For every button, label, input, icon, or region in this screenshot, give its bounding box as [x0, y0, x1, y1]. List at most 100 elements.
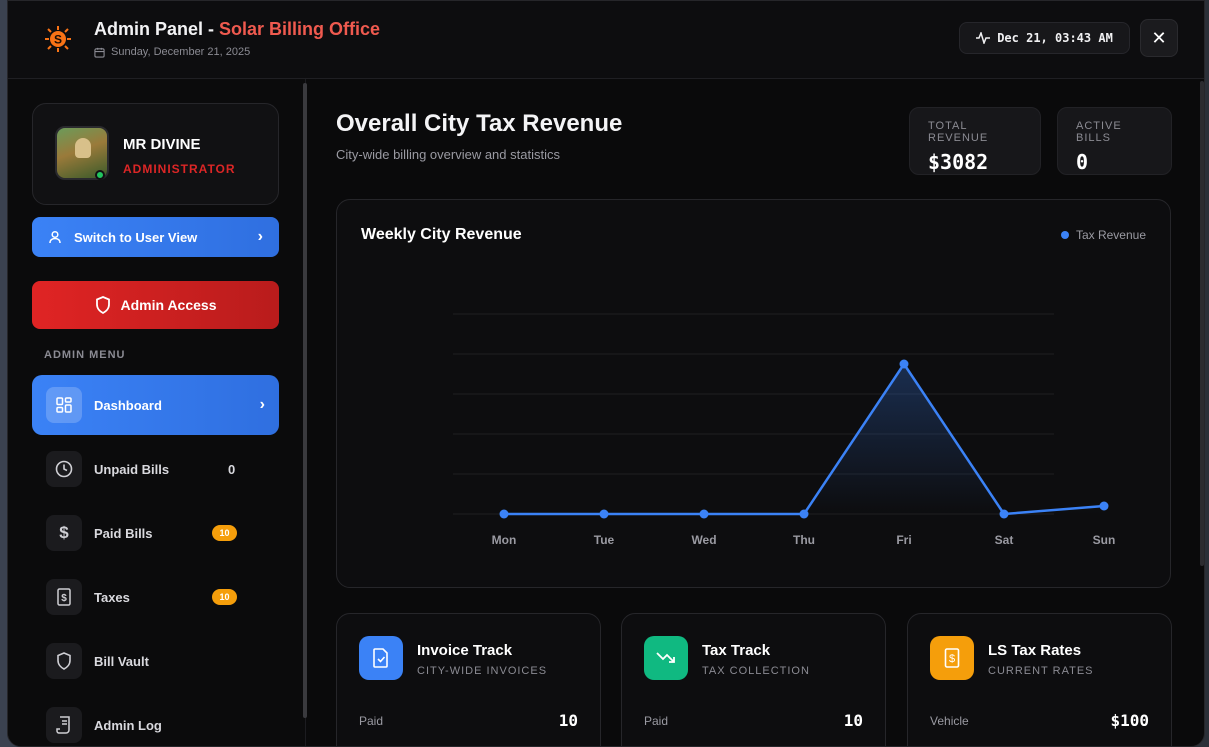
sidebar-item-unpaid-bills[interactable]: Unpaid Bills 0: [32, 439, 279, 499]
profile-role: ADMINISTRATOR: [123, 162, 236, 176]
card-subtitle: CITY-WIDE INVOICES: [417, 665, 548, 677]
dollar-icon: $: [46, 515, 82, 551]
profile-name: MR DIVINE: [123, 136, 201, 153]
legend-label: Tax Revenue: [1075, 228, 1146, 242]
switch-to-user-view-button[interactable]: Switch to User View ›: [32, 217, 279, 257]
sidebar-item-label: Bill Vault: [94, 653, 149, 669]
data-point-tue: [599, 509, 609, 519]
admin-window: S Admin Panel - Solar Billing Office Sun…: [7, 0, 1205, 747]
card-row-value: 10: [558, 711, 578, 730]
data-point-wed: [699, 509, 709, 519]
sidebar-scrollbar[interactable]: [303, 83, 307, 718]
unpaid-count: 0: [228, 461, 236, 477]
svg-text:S: S: [54, 33, 62, 47]
title-main: Admin Panel -: [94, 19, 220, 39]
card-row-value: $100: [1110, 711, 1149, 730]
stat-label: ACTIVE BILLS: [1076, 120, 1122, 144]
receipt-icon: $: [46, 579, 82, 615]
card-row-value: 10: [843, 711, 863, 730]
menu-heading: ADMIN MENU: [44, 349, 126, 361]
data-point-fri: [899, 359, 909, 369]
admin-access-button[interactable]: Admin Access: [32, 281, 279, 329]
total-revenue-stat: TOTAL REVENUE $3082: [909, 107, 1041, 175]
x-tick-label: Mon: [492, 533, 517, 547]
sidebar-item-bill-vault[interactable]: Bill Vault: [32, 631, 279, 691]
card-row-label: Paid: [644, 714, 669, 728]
clock-text: Dec 21, 03:43 AM: [997, 31, 1113, 45]
invoice-track-card: Invoice Track CITY-WIDE INVOICES Paid 10: [336, 613, 601, 746]
sidebar-item-label: Unpaid Bills: [94, 461, 170, 477]
taxes-badge: 10: [212, 589, 237, 605]
avatar: [55, 126, 109, 180]
online-status-dot: [95, 170, 105, 180]
x-tick-label: Sun: [1093, 533, 1116, 547]
trend-down-icon: [644, 636, 688, 680]
shield-icon: [46, 643, 82, 679]
active-bills-stat: ACTIVE BILLS 0: [1057, 107, 1172, 175]
calendar-icon: [94, 47, 105, 58]
page-subtitle: City-wide billing overview and statistic…: [336, 147, 560, 162]
card-row-label: Vehicle: [930, 714, 969, 728]
activity-icon: [976, 32, 991, 44]
svg-text:$: $: [61, 593, 67, 604]
chart-legend: Tax Revenue: [1060, 228, 1146, 242]
x-tick-label: Wed: [691, 533, 716, 547]
grid-icon: [46, 387, 82, 423]
series-line: [504, 362, 1105, 516]
page-title: Overall City Tax Revenue: [336, 110, 623, 137]
stat-value: 0: [1076, 150, 1089, 174]
card-title: Invoice Track: [417, 642, 513, 659]
tax-track-card: Tax Track TAX COLLECTION Paid 10: [621, 613, 886, 746]
x-tick-label: Thu: [793, 533, 815, 547]
chevron-right-icon: ›: [257, 228, 263, 245]
x-tick-label: Tue: [594, 533, 615, 547]
scroll-icon: [46, 707, 82, 743]
close-button[interactable]: ✕: [1140, 19, 1178, 57]
header-date: Sunday, December 21, 2025: [94, 46, 250, 58]
sidebar-item-paid-bills[interactable]: $ Paid Bills 10: [32, 503, 279, 563]
admin-label: Admin Access: [120, 297, 217, 313]
card-subtitle: CURRENT RATES: [988, 665, 1094, 677]
stat-label: TOTAL REVENUE: [928, 120, 989, 144]
data-point-mon: [499, 509, 509, 519]
main-scrollbar[interactable]: [1200, 81, 1204, 566]
sidebar-item-label: Dashboard: [94, 397, 162, 413]
profile-card: MR DIVINE ADMINISTRATOR: [32, 103, 279, 205]
card-subtitle: TAX COLLECTION: [702, 665, 810, 677]
sidebar-item-label: Taxes: [94, 589, 130, 605]
card-title: Tax Track: [702, 642, 771, 659]
clock-badge: Dec 21, 03:43 AM: [959, 22, 1130, 54]
sidebar: MR DIVINE ADMINISTRATOR Switch to User V…: [8, 79, 306, 746]
chevron-right-icon: ›: [259, 396, 265, 413]
close-icon: ✕: [1151, 27, 1167, 48]
ls-tax-rates-card: $ LS Tax Rates CURRENT RATES Vehicle $10…: [907, 613, 1172, 746]
svg-text:$: $: [949, 653, 955, 665]
sidebar-item-admin-log[interactable]: Admin Log: [32, 695, 279, 746]
shield-icon: [95, 296, 110, 314]
invoice-check-icon: [359, 636, 403, 680]
weekly-revenue-chart-card: Weekly City Revenue Tax Revenue Mon Tue We…: [336, 199, 1171, 588]
line-chart: Mon Tue Wed Thu Fri Sat Sun: [453, 313, 1116, 547]
paid-bills-badge: 10: [212, 525, 237, 541]
sidebar-item-taxes[interactable]: $ Taxes 10: [32, 567, 279, 627]
switch-label: Switch to User View: [74, 229, 198, 245]
data-point-sun: [1099, 501, 1109, 511]
data-point-sat: [999, 509, 1009, 519]
header: S Admin Panel - Solar Billing Office Sun…: [8, 1, 1204, 79]
card-title: LS Tax Rates: [988, 642, 1082, 659]
user-icon: [49, 230, 61, 244]
x-tick-label: Fri: [896, 533, 911, 547]
x-tick-label: Sat: [995, 533, 1014, 547]
sidebar-item-dashboard[interactable]: Dashboard ›: [32, 375, 279, 435]
card-row-label: Paid: [359, 714, 384, 728]
data-point-thu: [799, 509, 809, 519]
series-area: [504, 364, 1104, 514]
chart-title: Weekly City Revenue: [361, 226, 522, 243]
date-text: Sunday, December 21, 2025: [111, 46, 251, 58]
legend-dot: [1060, 231, 1069, 239]
main-content: Overall City Tax Revenue City-wide billi…: [306, 79, 1204, 746]
sidebar-item-label: Admin Log: [94, 717, 162, 733]
sun-logo-icon: S: [45, 26, 71, 52]
title-accent: Solar Billing Office: [219, 19, 381, 39]
window-title: Admin Panel - Solar Billing Office: [94, 19, 380, 40]
